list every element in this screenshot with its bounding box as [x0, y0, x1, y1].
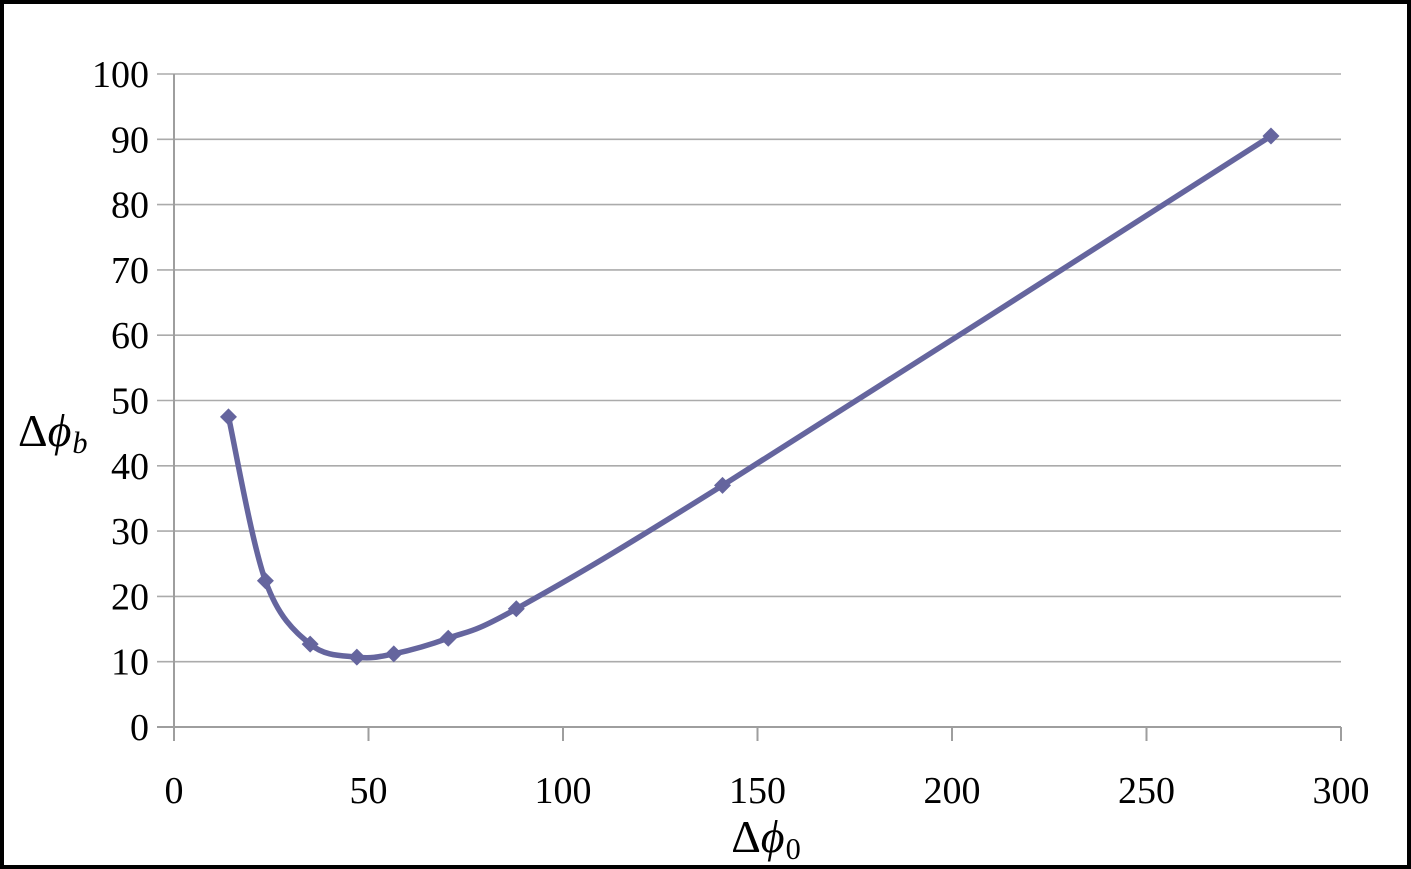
x-tick-label-150: 150: [729, 770, 786, 812]
x-tick-label-250: 250: [1118, 770, 1175, 812]
data-point-marker-7: [713, 476, 731, 494]
x-tick-label-300: 300: [1313, 770, 1370, 812]
data-point-marker-6: [507, 600, 525, 618]
y-tick-label-100: 100: [92, 54, 149, 96]
y-tick-label-70: 70: [111, 250, 149, 292]
y-tick-label-80: 80: [111, 185, 149, 227]
y-tick-label-60: 60: [111, 315, 149, 357]
data-point-marker-1: [256, 572, 274, 590]
y-axis-title: Δϕb: [18, 405, 88, 458]
y-axis-title-phi-icon: ϕ: [47, 405, 72, 456]
data-point-marker-5: [439, 629, 457, 647]
data-point-marker-3: [348, 648, 366, 666]
y-tick-label-50: 50: [111, 381, 149, 423]
data-point-marker-8: [1262, 127, 1280, 145]
y-tick-label-10: 10: [111, 642, 149, 684]
y-tick-label-20: 20: [111, 576, 149, 618]
data-point-marker-0: [219, 408, 237, 426]
data-point-marker-2: [301, 635, 319, 653]
x-axis-title-subscript: 0: [785, 831, 801, 866]
y-tick-label-40: 40: [111, 446, 149, 488]
x-tick-label-50: 50: [350, 770, 388, 812]
y-tick-label-0: 0: [130, 707, 149, 749]
x-axis-title-phi-icon: ϕ: [760, 811, 785, 862]
y-axis-title-delta: Δ: [18, 405, 48, 456]
y-axis-title-subscript: b: [72, 425, 88, 460]
y-tick-label-30: 30: [111, 511, 149, 553]
series-line: [225, 133, 1274, 661]
x-axis-title-delta: Δ: [731, 811, 761, 862]
y-tick-label-90: 90: [111, 119, 149, 161]
x-axis-title: Δϕ0: [731, 811, 801, 864]
chart-plot-svg: 0 10 20 30 40 50 60 70 80 90 100 0 50 100 150 200 250 300: [92, 54, 1370, 812]
data-point-marker-4: [385, 645, 403, 663]
x-tick-label-200: 200: [924, 770, 981, 812]
x-tick-label-100: 100: [535, 770, 592, 812]
x-tick-label-0: 0: [165, 770, 184, 812]
